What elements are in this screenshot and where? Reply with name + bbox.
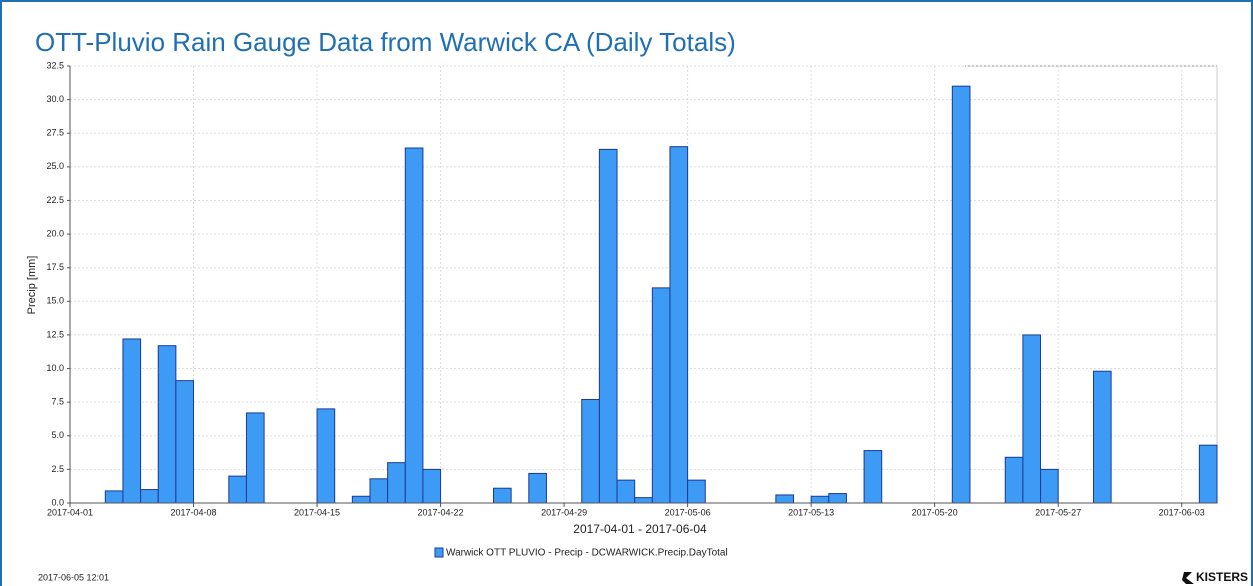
bar (245, 412, 265, 504)
y-tick-label: 32.5 (46, 60, 64, 70)
bar (369, 478, 389, 504)
bar (140, 489, 159, 504)
bar (157, 345, 177, 504)
bar (1198, 444, 1218, 504)
bar (422, 468, 442, 504)
y-tick-label: 30.0 (46, 94, 64, 104)
bar (387, 462, 406, 504)
timestamp: 2017-06-05 12:01 (38, 572, 109, 582)
x-axis-label: 2017-04-01 - 2017-06-04 (573, 522, 707, 536)
bar (634, 497, 653, 504)
x-tick-label: 2017-06-03 (1159, 507, 1205, 517)
bar (616, 479, 636, 504)
y-tick-label: 12.5 (46, 329, 64, 339)
x-tick-label: 2017-05-20 (912, 507, 958, 517)
legend-swatch (434, 547, 444, 558)
bar (828, 493, 847, 504)
bar (104, 490, 124, 504)
y-tick-label: 20.0 (46, 228, 64, 238)
y-tick-label: 2.5 (51, 464, 64, 474)
y-tick-label: 17.5 (46, 262, 64, 272)
y-tick-label: 10.0 (46, 363, 64, 373)
chart-title: OTT-Pluvio Rain Gauge Data from Warwick … (35, 27, 736, 57)
y-tick-label: 15.0 (46, 296, 64, 306)
bar (228, 475, 247, 504)
x-tick-label: 2017-04-22 (418, 507, 464, 517)
bar (351, 495, 371, 504)
bar (598, 148, 618, 504)
legend-label: Warwick OTT PLUVIO - Precip - DCWARWICK.… (446, 548, 728, 559)
y-axis-label: Precip [mm] (26, 256, 38, 315)
bar (528, 472, 547, 504)
x-tick-label: 2017-04-29 (541, 507, 587, 517)
plot-area (70, 66, 1217, 503)
bar (581, 398, 600, 504)
bar (669, 146, 689, 504)
bar (951, 85, 971, 504)
brand-logo (1182, 572, 1194, 584)
x-tick-label: 2017-05-27 (1035, 507, 1081, 517)
x-tick-label: 2017-04-01 (47, 507, 93, 517)
y-tick-label: 7.5 (51, 397, 64, 407)
bar (1004, 456, 1024, 504)
bar (775, 494, 794, 504)
x-tick-label: 2017-04-08 (170, 507, 216, 517)
y-tick-label: 25.0 (46, 161, 64, 171)
y-tick-label: 22.5 (46, 195, 64, 205)
bar (1092, 370, 1112, 504)
bar (493, 487, 512, 504)
bar (687, 479, 706, 504)
y-tick-label: 5.0 (51, 430, 64, 440)
bar (810, 495, 830, 504)
x-tick-label: 2017-05-13 (788, 507, 834, 517)
bar (651, 287, 671, 504)
x-tick-label: 2017-05-06 (665, 507, 711, 517)
bar (1022, 334, 1042, 504)
bar (404, 147, 424, 504)
bar (1040, 468, 1059, 504)
bar (175, 380, 195, 504)
bar (863, 450, 883, 504)
bar (316, 408, 336, 504)
bar (122, 338, 142, 504)
brand: KISTERS (1196, 570, 1248, 584)
x-tick-label: 2017-04-15 (294, 507, 340, 517)
y-tick-label: 0.0 (51, 497, 64, 507)
y-tick-label: 27.5 (46, 128, 64, 138)
